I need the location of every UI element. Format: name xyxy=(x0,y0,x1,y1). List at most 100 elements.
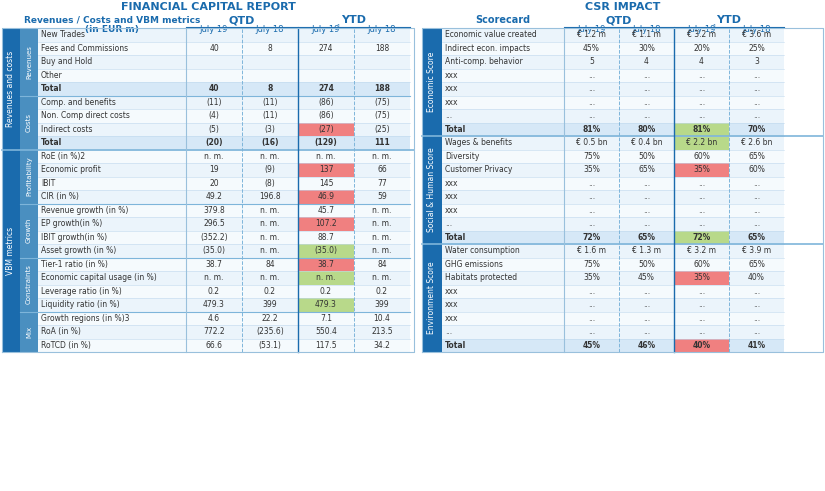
Text: n. m.: n. m. xyxy=(372,219,392,228)
Text: 38.7: 38.7 xyxy=(318,260,334,269)
Bar xyxy=(298,190,354,203)
Bar xyxy=(20,96,38,149)
Text: € 3.2 m: € 3.2 m xyxy=(687,246,716,255)
Text: 107.2: 107.2 xyxy=(315,219,337,228)
Text: 40: 40 xyxy=(209,84,219,93)
Text: ...: ... xyxy=(753,287,760,296)
Bar xyxy=(674,136,729,149)
Text: xxx: xxx xyxy=(445,206,459,215)
Text: xxx: xxx xyxy=(445,179,459,188)
Text: Economic Score: Economic Score xyxy=(427,52,436,112)
Text: Constraints: Constraints xyxy=(26,265,32,304)
Text: 8: 8 xyxy=(267,84,273,93)
Text: Total: Total xyxy=(445,125,466,134)
Text: 20: 20 xyxy=(210,179,219,188)
Text: 49.2: 49.2 xyxy=(205,192,223,201)
Text: n. m.: n. m. xyxy=(316,273,336,282)
Text: € 0.5 bn: € 0.5 bn xyxy=(576,138,607,147)
Text: ...: ... xyxy=(643,179,650,188)
Text: ...: ... xyxy=(588,111,595,120)
Text: xxx: xxx xyxy=(445,71,459,80)
Text: ...: ... xyxy=(753,300,760,309)
Text: n. m.: n. m. xyxy=(261,219,280,228)
Text: (11): (11) xyxy=(206,98,222,107)
Bar xyxy=(442,42,784,55)
Text: 274: 274 xyxy=(318,84,334,93)
Bar xyxy=(442,82,784,96)
Bar xyxy=(38,55,410,69)
Text: Social & Human Score: Social & Human Score xyxy=(427,148,436,232)
Bar xyxy=(442,149,784,163)
Bar xyxy=(38,284,410,298)
Text: ...: ... xyxy=(698,300,705,309)
Text: 80%: 80% xyxy=(638,125,656,134)
Text: xxx: xxx xyxy=(445,287,459,296)
Text: € 1.6 m: € 1.6 m xyxy=(577,246,606,255)
Text: 25%: 25% xyxy=(748,44,765,53)
Text: Revenue growth (in %): Revenue growth (in %) xyxy=(41,206,129,215)
Text: n. m.: n. m. xyxy=(261,233,280,242)
Text: (86): (86) xyxy=(318,111,334,120)
Text: n. m.: n. m. xyxy=(261,273,280,282)
Text: 188: 188 xyxy=(375,44,389,53)
Text: July 18: July 18 xyxy=(368,25,396,34)
Text: 60%: 60% xyxy=(748,165,765,174)
Text: RoTCD (in %): RoTCD (in %) xyxy=(41,341,91,350)
Text: 111: 111 xyxy=(374,138,390,147)
Text: ...: ... xyxy=(753,192,760,201)
Text: € 3.6 m: € 3.6 m xyxy=(742,30,771,39)
Text: Total: Total xyxy=(41,84,62,93)
Text: (75): (75) xyxy=(374,98,390,107)
Text: 1: 1 xyxy=(713,24,716,29)
Text: 4: 4 xyxy=(699,57,704,66)
Text: ...: ... xyxy=(643,300,650,309)
Text: 65%: 65% xyxy=(638,165,655,174)
Text: ...: ... xyxy=(643,219,650,228)
Text: Economic profit: Economic profit xyxy=(41,165,101,174)
Text: Habitats protected: Habitats protected xyxy=(445,273,517,282)
Text: 72%: 72% xyxy=(582,233,601,242)
Text: IBIT growth(in %): IBIT growth(in %) xyxy=(41,233,107,242)
Bar xyxy=(298,257,354,271)
Text: FINANCIAL CAPITAL REPORT: FINANCIAL CAPITAL REPORT xyxy=(120,2,295,12)
Bar xyxy=(298,122,354,136)
Text: Economic value created: Economic value created xyxy=(445,30,537,39)
Text: Revenues / Costs and VBM metrics
(in EUR m): Revenues / Costs and VBM metrics (in EUR… xyxy=(24,15,200,34)
Bar xyxy=(298,271,354,284)
Bar xyxy=(38,136,410,149)
Text: Anti-comp. behavior: Anti-comp. behavior xyxy=(445,57,523,66)
Text: n. m.: n. m. xyxy=(261,246,280,255)
Text: 41%: 41% xyxy=(747,341,766,350)
Text: Costs: Costs xyxy=(26,113,32,132)
Text: xxx: xxx xyxy=(445,98,459,107)
Text: 188: 188 xyxy=(374,84,390,93)
Text: ...: ... xyxy=(588,206,595,215)
Bar xyxy=(442,271,784,284)
Bar xyxy=(442,257,784,271)
Text: 550.4: 550.4 xyxy=(315,327,337,336)
Bar xyxy=(38,28,410,42)
Text: 65%: 65% xyxy=(748,260,765,269)
Bar xyxy=(442,163,784,176)
Text: € 3.9 m: € 3.9 m xyxy=(742,246,771,255)
Text: ...: ... xyxy=(698,98,705,107)
Bar xyxy=(442,338,784,352)
Text: 117.5: 117.5 xyxy=(315,341,337,350)
Bar xyxy=(442,28,784,42)
Bar xyxy=(674,163,729,176)
Bar xyxy=(442,217,784,230)
Text: ...: ... xyxy=(588,287,595,296)
Text: July 19: July 19 xyxy=(312,25,340,34)
Bar xyxy=(38,338,410,352)
Bar xyxy=(38,271,410,284)
Text: (16): (16) xyxy=(262,138,279,147)
Text: YTD: YTD xyxy=(342,15,366,25)
Bar xyxy=(442,284,784,298)
Text: CIR (in %): CIR (in %) xyxy=(41,192,79,201)
Bar xyxy=(38,42,410,55)
Text: 77: 77 xyxy=(377,179,387,188)
Bar xyxy=(38,244,410,257)
Bar xyxy=(298,163,354,176)
Bar xyxy=(38,298,410,311)
Bar xyxy=(38,69,410,82)
